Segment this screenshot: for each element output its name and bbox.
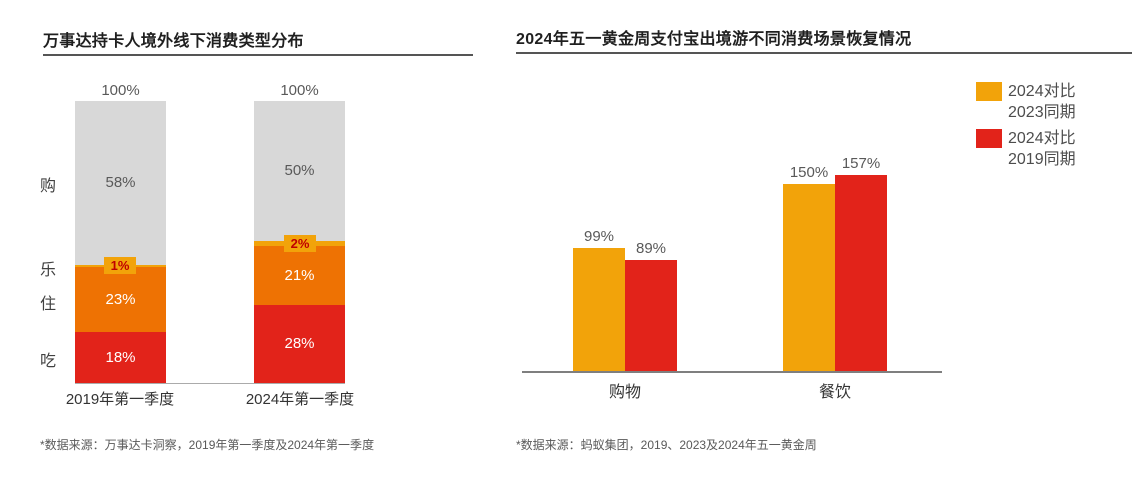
bar-shopping-vs2023 — [573, 247, 625, 372]
total-label-2024: 100% — [280, 82, 319, 99]
value-label-dining-2023: 150% — [789, 163, 829, 181]
segment-dining-2019: 18% — [75, 332, 166, 383]
entertainment-badge-2024: 2% — [284, 235, 316, 252]
segment-value-label: 21% — [284, 266, 315, 284]
legend-label-line2: 2019同期 — [1008, 151, 1076, 168]
segment-shopping-2019: 58% — [75, 101, 166, 265]
segment-value-label: 23% — [105, 291, 136, 309]
x-label-2024-q1: 2024年第一季度 — [245, 391, 355, 408]
bar-dining-vs2023 — [783, 183, 835, 372]
value-label-shopping-2023: 99% — [583, 227, 615, 245]
segment-dining-2024: 28% — [254, 304, 345, 383]
segment-lodging-2024: 21% — [254, 246, 345, 305]
right-x-axis-line — [522, 371, 942, 373]
right-title-underline — [516, 52, 1132, 54]
left-chart-footnote: *数据来源：万事达卡洞察，2019年第一季度及2024年第一季度 — [40, 438, 375, 452]
segment-value-label: 50% — [284, 162, 315, 180]
left-x-axis-line — [75, 383, 345, 384]
legend-label: 2024对比 2023同期 — [1008, 81, 1076, 123]
segment-lodging-2019: 23% — [75, 267, 166, 333]
segment-category-label-shopping: 购 — [40, 178, 57, 195]
legend-swatch-orange — [976, 82, 1002, 101]
segment-shopping-2024: 50% — [254, 101, 345, 241]
bar-shopping-vs2019 — [625, 260, 677, 372]
segment-category-label-dining: 吃 — [40, 353, 57, 370]
right-chart-footnote: *数据来源：蚂蚁集团，2019、2023及2024年五一黄金周 — [516, 438, 817, 452]
segment-category-label-lodging: 住 — [40, 296, 57, 313]
segment-value-label: 18% — [105, 349, 136, 367]
legend-item-2019: 2024对比 2019同期 — [976, 128, 1076, 170]
left-chart-title: 万事达持卡人境外线下消费类型分布 — [43, 33, 304, 50]
x-label-dining: 餐饮 — [818, 384, 851, 401]
stacked-bar-2019: 58% 23% 18% — [75, 101, 166, 383]
segment-value-label: 28% — [284, 335, 315, 353]
left-title-underline — [43, 54, 473, 56]
legend: 2024对比 2023同期 2024对比 2019同期 — [976, 81, 1076, 175]
legend-label-line1: 2024对比 — [1008, 83, 1076, 100]
legend-item-2023: 2024对比 2023同期 — [976, 81, 1076, 123]
total-label-2019: 100% — [101, 82, 140, 99]
segment-category-label-entertainment: 乐 — [40, 262, 57, 279]
right-chart-title: 2024年五一黄金周支付宝出境游不同消费场景恢复情况 — [516, 31, 912, 48]
legend-label-line2: 2023同期 — [1008, 104, 1076, 121]
bar-dining-vs2019 — [835, 175, 887, 372]
value-label-shopping-2019: 89% — [635, 240, 667, 258]
legend-swatch-red — [976, 129, 1002, 148]
legend-label-line1: 2024对比 — [1008, 130, 1076, 147]
value-label-dining-2019: 157% — [841, 155, 881, 172]
x-label-2019-q1: 2019年第一季度 — [65, 391, 175, 408]
entertainment-badge-2019: 1% — [104, 257, 136, 274]
legend-label: 2024对比 2019同期 — [1008, 128, 1076, 170]
segment-value-label: 58% — [105, 174, 136, 192]
x-label-shopping: 购物 — [608, 384, 641, 401]
